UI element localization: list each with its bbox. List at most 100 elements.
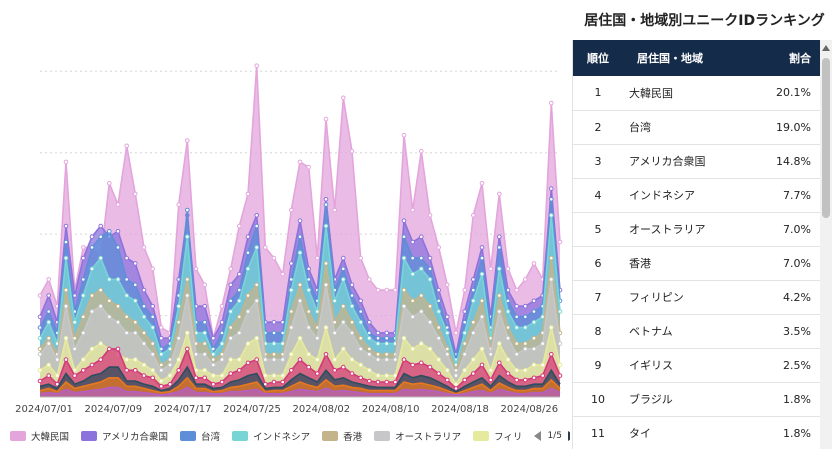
data-point [323, 116, 329, 122]
data-point [453, 330, 459, 336]
data-point [237, 368, 242, 373]
data-point [557, 362, 563, 368]
data-point [81, 245, 86, 250]
table-row: 7 フィリピン 4.2% [573, 280, 821, 314]
data-point [228, 266, 233, 272]
data-point [393, 379, 398, 385]
data-point [453, 381, 459, 387]
data-point [375, 287, 381, 293]
data-point [505, 325, 511, 330]
data-point [488, 352, 494, 357]
data-point [479, 245, 485, 250]
data-point [107, 298, 112, 304]
data-point [167, 381, 173, 387]
data-point [384, 352, 390, 357]
data-point [549, 325, 554, 330]
data-point [254, 282, 260, 288]
ranking-scrollbar[interactable] [820, 40, 832, 449]
data-point [254, 298, 260, 304]
data-point [549, 277, 554, 282]
legend-item[interactable]: 大韓民国 [10, 429, 69, 443]
data-point [37, 293, 43, 298]
data-point [419, 234, 424, 239]
data-point [159, 335, 164, 341]
legend-item[interactable]: アメリカ合衆国 [81, 429, 168, 443]
data-point [479, 298, 485, 304]
data-point [89, 266, 95, 272]
data-point [306, 164, 312, 170]
data-point [159, 362, 164, 368]
data-point [81, 357, 86, 362]
data-point [471, 298, 476, 304]
data-point [176, 319, 181, 325]
header-region[interactable]: 居住国・地域 [637, 52, 703, 65]
table-row: 5 オーストラリア 7.0% [573, 212, 821, 246]
data-point [531, 375, 537, 381]
data-point [115, 245, 121, 250]
cell-rank: 6 [594, 256, 602, 270]
data-point [358, 298, 364, 304]
data-point [384, 330, 390, 336]
data-point [497, 191, 502, 197]
data-point [72, 368, 77, 373]
data-point [228, 325, 233, 330]
data-point [63, 357, 69, 362]
data-point [523, 346, 528, 352]
legend-label: 香港 [343, 432, 363, 443]
data-point [471, 357, 476, 362]
data-point [367, 378, 372, 384]
data-point [410, 346, 416, 352]
data-point [72, 373, 77, 378]
data-point [297, 298, 303, 304]
data-point [63, 159, 69, 165]
data-point [150, 375, 155, 381]
header-share[interactable]: 割合 [789, 52, 811, 65]
data-point [297, 218, 303, 223]
legend-item[interactable]: 台湾 [180, 429, 220, 443]
scroll-thumb[interactable] [822, 58, 830, 218]
data-point [219, 341, 225, 346]
data-point [471, 213, 476, 218]
legend-item[interactable]: 香港 [322, 429, 362, 443]
data-point [523, 377, 528, 383]
data-point [211, 335, 216, 341]
data-point [211, 362, 216, 368]
data-point [167, 362, 173, 368]
legend-prev-icon[interactable] [534, 431, 542, 441]
data-point [185, 277, 190, 282]
legend-next-icon[interactable] [567, 431, 570, 441]
data-point [410, 298, 416, 304]
legend-item[interactable]: インドネシア [232, 429, 310, 443]
data-point [384, 341, 390, 346]
legend-swatch [322, 431, 339, 441]
data-point [497, 341, 502, 346]
data-point [46, 319, 52, 325]
data-point [202, 303, 207, 309]
data-point [37, 325, 43, 330]
data-point [219, 319, 225, 325]
legend-item[interactable]: オーストラリア [374, 429, 461, 443]
cell-region: ブラジル [629, 393, 673, 406]
data-point [367, 346, 372, 352]
data-point [358, 255, 364, 261]
data-point [37, 314, 43, 320]
data-point [332, 357, 338, 362]
data-point [37, 346, 43, 352]
data-point [124, 330, 129, 336]
legend-item[interactable]: フィリ [473, 429, 522, 443]
header-rank[interactable]: 順位 [587, 52, 609, 65]
data-point [488, 368, 494, 373]
cell-share: 3.5% [783, 324, 811, 338]
scroll-up-arrow-icon[interactable] [822, 45, 830, 51]
data-point [150, 303, 155, 309]
data-point [98, 303, 103, 309]
x-tick-label: 2024/08/10 [362, 404, 420, 415]
data-point [185, 330, 190, 336]
data-point [193, 266, 199, 272]
data-point [341, 255, 346, 261]
data-point [237, 287, 242, 293]
cell-rank: 7 [594, 290, 602, 304]
data-point [540, 341, 546, 346]
data-point [289, 287, 294, 293]
data-point [124, 255, 129, 261]
